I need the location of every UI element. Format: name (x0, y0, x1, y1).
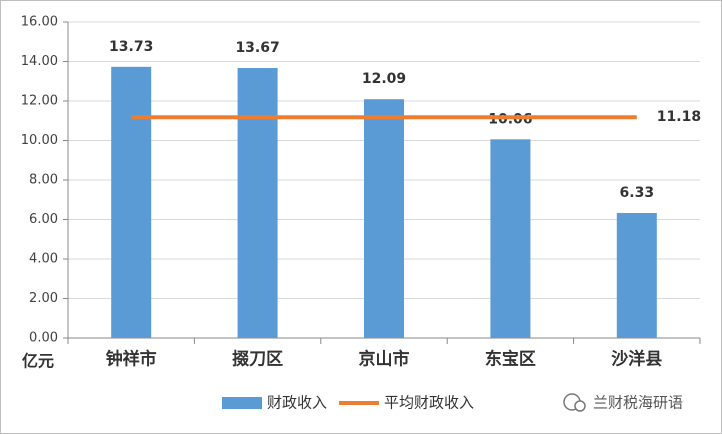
bar (111, 66, 152, 339)
x-tick-label: 京山市 (359, 349, 410, 370)
y-tick-label: 2.00 (29, 291, 58, 306)
bar (237, 68, 278, 338)
watermark: 兰财税海研语 (563, 393, 683, 412)
y-tick-label: 12.00 (21, 94, 58, 109)
value-label: 13.67 (235, 40, 279, 56)
value-label: 6.33 (620, 185, 655, 201)
x-tick-label: 东宝区 (485, 349, 536, 370)
bar (616, 212, 657, 338)
value-label: 12.09 (362, 71, 406, 87)
y-tick-label: 0.00 (29, 331, 58, 346)
watermark-icon (574, 400, 586, 412)
legend-swatch (222, 397, 262, 409)
y-unit: 亿元 (22, 352, 54, 371)
y-tick-label: 8.00 (29, 173, 58, 188)
y-tick-label: 14.00 (21, 54, 58, 69)
y-tick-label: 4.00 (29, 252, 58, 267)
value-label: 10.06 (488, 111, 532, 127)
y-tick-label: 6.00 (29, 212, 58, 227)
legend-label: 平均财政收入 (384, 394, 474, 412)
y-tick-label: 10.00 (21, 133, 58, 148)
value-label: 13.73 (109, 39, 153, 55)
x-tick-label: 沙洋县 (611, 349, 662, 370)
x-tick-label: 钟祥市 (106, 349, 157, 370)
value-label: 11.18 (657, 109, 701, 125)
legend-label: 财政收入 (267, 394, 327, 412)
x-tick-label: 掇刀区 (232, 349, 283, 370)
bar (490, 139, 531, 338)
watermark-text: 兰财税海研语 (593, 394, 683, 412)
bar (364, 99, 404, 338)
y-tick-label: 16.00 (21, 15, 58, 30)
